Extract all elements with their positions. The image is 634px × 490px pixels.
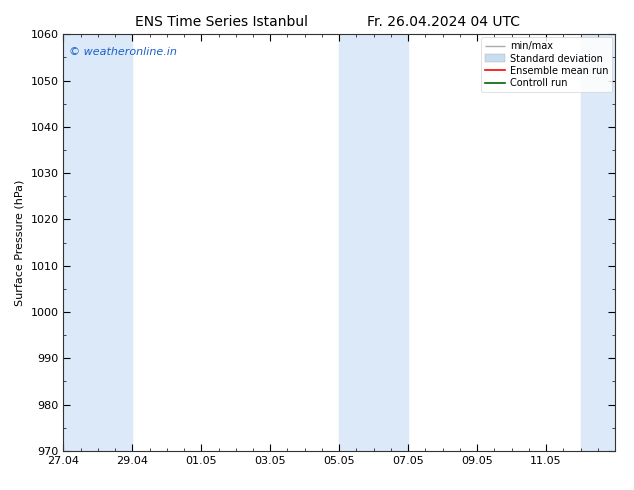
- Bar: [581, 34, 615, 451]
- Text: ENS Time Series Istanbul: ENS Time Series Istanbul: [136, 15, 308, 29]
- Y-axis label: Surface Pressure (hPa): Surface Pressure (hPa): [15, 179, 25, 306]
- Text: Fr. 26.04.2024 04 UTC: Fr. 26.04.2024 04 UTC: [367, 15, 521, 29]
- Text: © weatheronline.in: © weatheronline.in: [69, 47, 177, 57]
- Bar: [339, 34, 408, 451]
- Bar: [63, 34, 133, 451]
- Legend: min/max, Standard deviation, Ensemble mean run, Controll run: min/max, Standard deviation, Ensemble me…: [481, 37, 612, 92]
